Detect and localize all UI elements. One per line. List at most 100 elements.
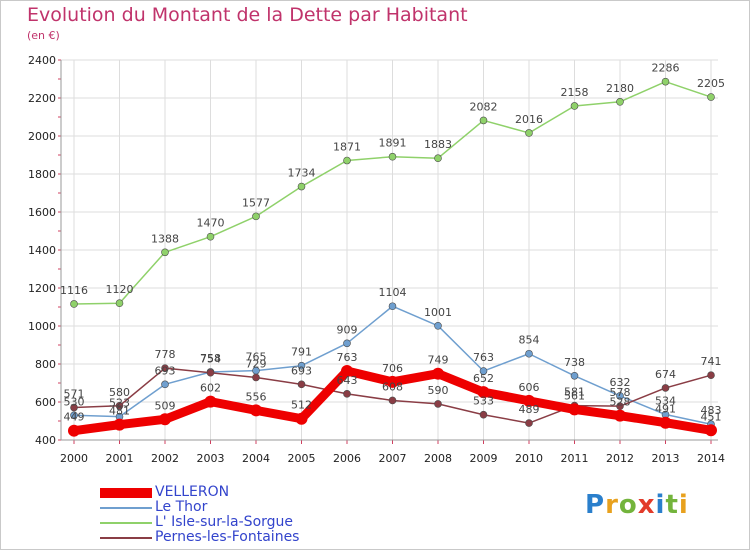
y-tick-label: 2200	[28, 92, 56, 105]
data-label-pernes-les-fontaines: 580	[109, 386, 130, 399]
data-point-pernes-les-fontaines	[161, 364, 169, 372]
data-point-le-thor	[434, 322, 442, 330]
data-point-l-isle-sur-la-sorgue	[343, 156, 351, 165]
data-point-le-thor	[616, 392, 624, 400]
data-label-l-isle-sur-la-sorgue: 2016	[515, 113, 543, 126]
data-label-le-thor: 523	[109, 397, 130, 410]
proxiti-logo: Proxiti	[585, 490, 689, 520]
data-point-l-isle-sur-la-sorgue	[707, 93, 715, 101]
x-tick-label: 2007	[379, 452, 407, 465]
data-point-l-isle-sur-la-sorgue	[570, 102, 579, 110]
data-point-velleron	[477, 386, 490, 399]
data-label-pernes-les-fontaines: 590	[428, 384, 449, 397]
data-point-le-thor	[388, 302, 397, 311]
y-tick-label: 2000	[28, 130, 56, 143]
data-point-pernes-les-fontaines	[479, 410, 488, 419]
data-label-l-isle-sur-la-sorgue: 1891	[379, 137, 407, 150]
data-label-le-thor: 854	[519, 334, 540, 347]
logo-letter: o	[618, 490, 638, 520]
data-point-velleron	[204, 395, 217, 408]
data-label-l-isle-sur-la-sorgue: 1388	[151, 232, 179, 245]
chart-title: Evolution du Montant de la Dette par Hab…	[27, 4, 468, 26]
x-tick-label: 2013	[652, 452, 680, 465]
data-point-velleron	[159, 413, 171, 426]
data-label-le-thor: 483	[701, 404, 722, 417]
legend-swatch-velleron	[100, 488, 152, 498]
data-point-le-thor	[161, 380, 169, 389]
data-label-velleron: 449	[64, 411, 85, 424]
data-point-velleron	[341, 365, 353, 378]
data-point-l-isle-sur-la-sorgue	[297, 182, 306, 191]
data-point-l-isle-sur-la-sorgue	[206, 232, 215, 241]
y-tick-label: 2400	[28, 54, 56, 67]
y-tick-label: 800	[35, 358, 56, 371]
legend-label-isle-sur-la-sorgue: L' Isle-sur-la-Sorgue	[155, 514, 294, 530]
data-label-pernes-les-fontaines: 489	[519, 403, 540, 416]
y-tick-label: 600	[35, 396, 56, 409]
data-label-velleron: 509	[155, 399, 176, 412]
data-label-velleron: 706	[382, 362, 403, 375]
x-tick-label: 2008	[424, 452, 452, 465]
data-point-pernes-les-fontaines	[661, 384, 670, 392]
data-label-pernes-les-fontaines: 693	[291, 364, 312, 377]
y-tick-label: 1200	[28, 282, 56, 295]
data-label-l-isle-sur-la-sorgue: 1883	[424, 138, 452, 151]
x-tick-label: 2004	[242, 452, 270, 465]
data-label-le-thor: 1104	[379, 286, 407, 299]
data-label-le-thor: 909	[337, 323, 358, 336]
data-label-velleron: 652	[473, 372, 494, 385]
data-label-velleron: 606	[519, 381, 540, 394]
data-point-l-isle-sur-la-sorgue	[616, 98, 624, 106]
data-label-pernes-les-fontaines: 571	[64, 388, 85, 401]
y-tick-label: 1000	[28, 320, 56, 333]
data-label-l-isle-sur-la-sorgue: 2082	[470, 100, 498, 113]
x-tick-label: 2014	[697, 452, 725, 465]
x-tick-label: 2002	[151, 452, 179, 465]
x-tick-label: 2006	[333, 452, 361, 465]
logo-letter: r	[605, 490, 619, 520]
logo-letter: i	[655, 490, 666, 520]
legend-swatch-pernes-les-fontaines	[100, 537, 152, 539]
data-labels: 1116 1120 1388 1470 1577 1734 1871 1891 1883 2082…	[60, 62, 725, 424]
y-tick-label: 1800	[28, 168, 56, 181]
x-tick-label: 2000	[60, 452, 88, 465]
data-label-pernes-les-fontaines: 674	[655, 368, 676, 381]
legend-item-pernes-les-fontaines: Pernes-les-Fontaines	[100, 529, 360, 546]
data-label-pernes-les-fontaines: 581	[564, 386, 585, 399]
data-point-velleron	[295, 412, 308, 425]
data-point-l-isle-sur-la-sorgue	[661, 77, 670, 86]
data-point-le-thor	[525, 349, 533, 358]
data-label-le-thor: 534	[655, 395, 676, 408]
data-label-l-isle-sur-la-sorgue: 1470	[197, 217, 225, 230]
data-point-pernes-les-fontaines	[115, 401, 124, 410]
data-point-pernes-les-fontaines	[297, 380, 306, 389]
data-point-l-isle-sur-la-sorgue	[479, 116, 488, 125]
data-point-pernes-les-fontaines	[343, 390, 351, 398]
series-lines	[68, 77, 717, 437]
logo-letter: t	[665, 490, 679, 520]
data-label-le-thor: 765	[246, 351, 267, 364]
x-tick-label: 2009	[470, 452, 498, 465]
data-label-velleron: 749	[428, 354, 449, 367]
data-point-le-thor	[479, 367, 488, 375]
grid-lines	[61, 59, 718, 441]
data-point-velleron	[432, 367, 444, 380]
x-tick-label: 2012	[606, 452, 634, 465]
data-label-le-thor: 1001	[424, 306, 452, 319]
data-label-velleron: 528	[610, 396, 631, 409]
data-label-pernes-les-fontaines: 729	[246, 357, 267, 370]
axes: 400 600 800 1000 1200 1400 1600 1800 2000 2200 240…	[28, 54, 725, 465]
data-point-l-isle-sur-la-sorgue	[115, 299, 124, 308]
data-label-pernes-les-fontaines: 643	[337, 374, 358, 387]
y-tick-label: 400	[35, 434, 56, 447]
data-label-le-thor: 530	[64, 395, 85, 408]
data-label-l-isle-sur-la-sorgue: 1734	[288, 167, 316, 180]
data-label-le-thor: 632	[610, 376, 631, 389]
data-point-pernes-les-fontaines	[388, 396, 397, 405]
data-label-velleron: 561	[564, 389, 585, 402]
legend-label-le-thor: Le Thor	[155, 499, 208, 515]
legend-swatch-le-thor	[100, 507, 152, 509]
data-label-velleron: 512	[291, 399, 312, 412]
